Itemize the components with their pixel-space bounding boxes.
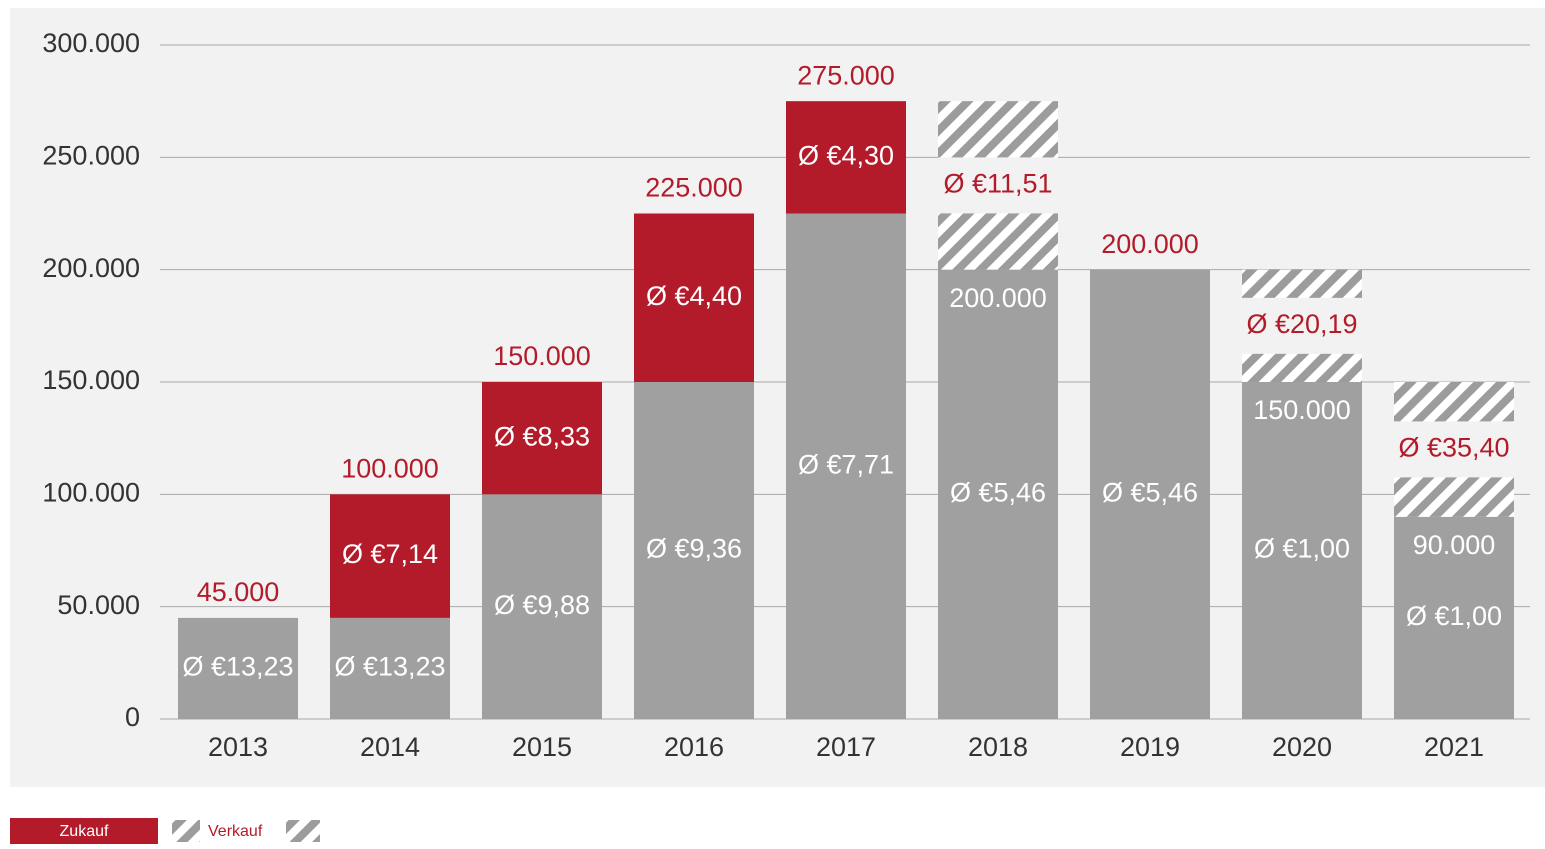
price-label: Ø €4,40 xyxy=(646,281,742,311)
total-label: 150.000 xyxy=(1253,395,1351,425)
x-tick-label: 2015 xyxy=(512,732,572,762)
price-label: Ø €1,00 xyxy=(1254,534,1350,564)
bar-segment xyxy=(634,382,754,719)
bar-segment xyxy=(178,617,298,719)
y-tick-label: 200.000 xyxy=(42,253,140,283)
bar-segment xyxy=(1090,269,1210,719)
legend-swatch xyxy=(10,818,158,844)
legend-swatch xyxy=(172,820,200,842)
bar-segment xyxy=(482,382,602,495)
price-label: Ø €7,71 xyxy=(798,449,894,479)
total-label: 275.000 xyxy=(797,60,895,90)
price-label: Ø €9,36 xyxy=(646,534,742,564)
price-label: Ø €5,46 xyxy=(950,477,1046,507)
y-tick-label: 250.000 xyxy=(42,140,140,170)
price-label: Ø €35,40 xyxy=(1398,433,1509,463)
y-tick-label: 0 xyxy=(125,702,140,732)
y-tick-label: 100.000 xyxy=(42,477,140,507)
x-tick-label: 2019 xyxy=(1120,732,1180,762)
total-label: 150.000 xyxy=(493,341,591,371)
x-tick-label: 2014 xyxy=(360,732,420,762)
price-label: Ø €1,00 xyxy=(1406,601,1502,631)
legend-label: Zukauf xyxy=(60,823,109,840)
bar-segment xyxy=(482,494,602,719)
y-tick-label: 50.000 xyxy=(57,590,140,620)
bar-segment xyxy=(634,213,754,382)
price-label: Ø €13,23 xyxy=(334,652,445,682)
label-background xyxy=(1394,421,1514,478)
price-label: Ø €13,23 xyxy=(182,652,293,682)
label-background xyxy=(1242,297,1362,354)
x-tick-label: 2017 xyxy=(816,732,876,762)
total-label: 90.000 xyxy=(1413,530,1496,560)
label-background xyxy=(938,157,1058,214)
total-label: 45.000 xyxy=(197,577,280,607)
price-label: Ø €9,88 xyxy=(494,590,590,620)
bar-segment xyxy=(1394,516,1514,719)
price-label: Ø €5,46 xyxy=(1102,477,1198,507)
bar-segment xyxy=(938,269,1058,719)
price-label: Ø €11,51 xyxy=(943,169,1052,199)
total-label: 200.000 xyxy=(949,283,1047,313)
total-label: 225.000 xyxy=(645,173,743,203)
price-label: Ø €4,30 xyxy=(798,140,894,170)
legend-swatch xyxy=(286,820,320,842)
price-label: Ø €7,14 xyxy=(342,539,438,569)
bar-segment xyxy=(1242,382,1362,719)
price-label: Ø €8,33 xyxy=(494,421,590,451)
total-label: 200.000 xyxy=(1101,229,1199,259)
bar-segment xyxy=(330,617,450,719)
x-tick-label: 2016 xyxy=(664,732,724,762)
price-label: Ø €20,19 xyxy=(1246,309,1357,339)
bar-segment xyxy=(786,101,906,214)
x-tick-label: 2020 xyxy=(1272,732,1332,762)
legend: Zukauf Verkauf xyxy=(10,818,320,844)
x-tick-label: 2018 xyxy=(968,732,1028,762)
bar-segment xyxy=(330,494,450,618)
total-label: 100.000 xyxy=(341,453,439,483)
x-tick-label: 2021 xyxy=(1424,732,1484,762)
x-tick-label: 2013 xyxy=(208,732,268,762)
y-tick-label: 300.000 xyxy=(42,28,140,58)
y-tick-label: 150.000 xyxy=(42,365,140,395)
bar-segment xyxy=(786,213,906,719)
legend-label: Verkauf xyxy=(208,823,263,840)
